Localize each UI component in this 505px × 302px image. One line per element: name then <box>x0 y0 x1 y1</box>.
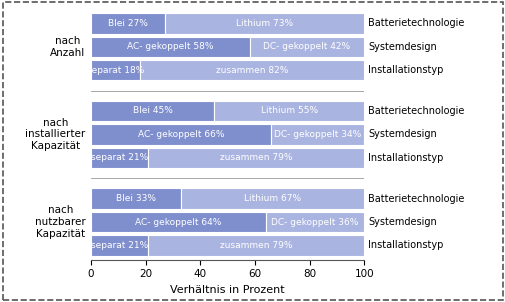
Text: AC- gekoppelt 58%: AC- gekoppelt 58% <box>127 42 213 51</box>
Text: Systemdesign: Systemdesign <box>368 42 436 52</box>
Text: Lithium 55%: Lithium 55% <box>260 107 317 115</box>
Text: AC- gekoppelt 64%: AC- gekoppelt 64% <box>135 217 221 226</box>
Text: DC- gekoppelt 36%: DC- gekoppelt 36% <box>271 217 358 226</box>
Text: Batterietechnologie: Batterietechnologie <box>368 18 464 28</box>
Bar <box>91 124 271 145</box>
Bar <box>140 60 364 80</box>
Bar <box>165 13 364 34</box>
Text: separat 18%: separat 18% <box>87 66 144 75</box>
Text: Batterietechnologie: Batterietechnologie <box>368 106 464 116</box>
Bar <box>91 212 266 232</box>
Text: Blei 45%: Blei 45% <box>132 107 172 115</box>
Text: DC- gekoppelt 42%: DC- gekoppelt 42% <box>263 42 350 51</box>
Text: Blei 33%: Blei 33% <box>116 194 156 203</box>
Text: separat 21%: separat 21% <box>91 153 148 162</box>
Text: Lithium 73%: Lithium 73% <box>235 19 292 28</box>
Text: nach
installierter
Kapazität: nach installierter Kapazität <box>25 118 85 151</box>
Text: Blei 27%: Blei 27% <box>108 19 147 28</box>
Text: zusammen 82%: zusammen 82% <box>216 66 288 75</box>
Bar <box>148 148 364 168</box>
Text: Batterietechnologie: Batterietechnologie <box>368 194 464 204</box>
Bar <box>266 212 364 232</box>
Text: nach
Anzahl: nach Anzahl <box>50 36 85 58</box>
X-axis label: Verhältnis in Prozent: Verhältnis in Prozent <box>170 285 284 295</box>
Bar <box>148 235 364 255</box>
Text: Installationstyp: Installationstyp <box>368 240 443 250</box>
Text: separat 21%: separat 21% <box>91 241 148 250</box>
Text: zusammen 79%: zusammen 79% <box>220 153 292 162</box>
Text: Installationstyp: Installationstyp <box>368 65 443 75</box>
Bar <box>249 37 364 57</box>
Bar <box>271 124 364 145</box>
Text: zusammen 79%: zusammen 79% <box>220 241 292 250</box>
Text: Installationstyp: Installationstyp <box>368 153 443 163</box>
Bar <box>181 188 364 209</box>
Bar <box>91 37 249 57</box>
Text: Lithium 67%: Lithium 67% <box>244 194 301 203</box>
Bar <box>91 188 181 209</box>
Bar <box>214 101 364 121</box>
Text: AC- gekoppelt 66%: AC- gekoppelt 66% <box>138 130 224 139</box>
Bar <box>91 13 165 34</box>
Text: Systemdesign: Systemdesign <box>368 129 436 140</box>
Bar <box>91 235 148 255</box>
Text: DC- gekoppelt 34%: DC- gekoppelt 34% <box>274 130 361 139</box>
Text: Systemdesign: Systemdesign <box>368 217 436 227</box>
Bar <box>91 101 214 121</box>
Text: nach
nutzbarer
Kapazität: nach nutzbarer Kapazität <box>35 205 85 239</box>
Bar <box>91 148 148 168</box>
Bar <box>91 60 140 80</box>
